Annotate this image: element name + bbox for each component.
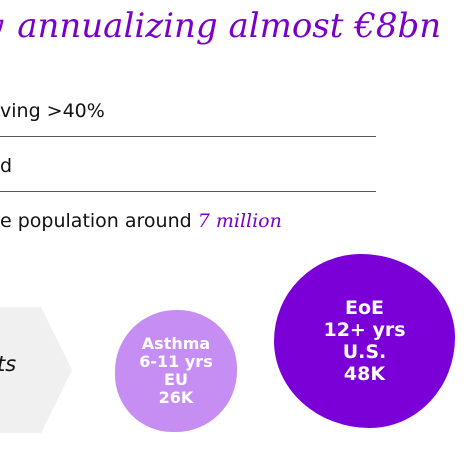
eoe-indication: EoE <box>344 297 384 319</box>
asthma-region: EU <box>164 370 188 389</box>
divider <box>0 191 376 192</box>
chevron-label-text: ts <box>0 352 17 376</box>
eoe-region: U.S. <box>342 341 387 363</box>
title-prefix: y <box>0 6 3 46</box>
bullet-second: d <box>0 155 13 177</box>
asthma-indication: Asthma <box>141 334 211 353</box>
bullet-growth: ving >40% <box>0 100 105 122</box>
asthma-patients: 26K <box>158 388 194 407</box>
bullet-population-text: e population around <box>0 210 198 232</box>
asthma-circle: Asthma 6-11 yrs EU 26K <box>115 310 237 432</box>
eoe-age: 12+ yrs <box>323 319 406 341</box>
eoe-circle: EoE 12+ yrs U.S. 48K <box>274 254 455 428</box>
chevron-label: ts <box>0 352 16 376</box>
asthma-age: 6-11 yrs <box>139 352 213 371</box>
eoe-patients: 48K <box>343 363 386 385</box>
divider <box>0 136 376 137</box>
title-text: annualizing almost €8bn <box>17 6 442 46</box>
bullet-population: e population around 7 million <box>0 210 282 232</box>
population-value: 7 million <box>197 210 282 232</box>
slide-title: y annualizing almost €8bn <box>0 6 441 46</box>
